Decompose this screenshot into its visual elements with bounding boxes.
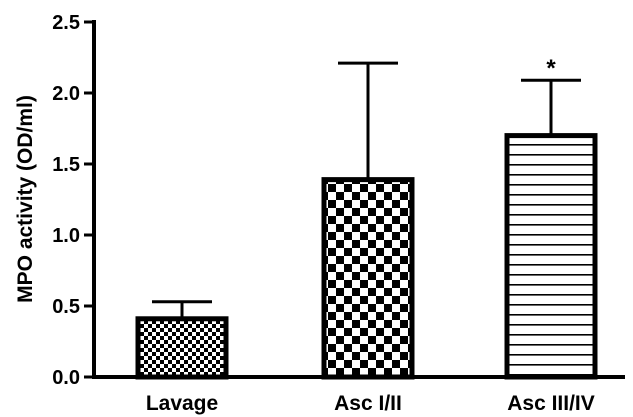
y-axis-title: MPO activity (OD/ml) bbox=[14, 95, 37, 303]
y-axis-ticks: 0.0 0.5 1.0 1.5 2.0 2.5 bbox=[52, 12, 94, 389]
y-tick-label: 0.5 bbox=[52, 296, 80, 318]
category-label-3: Asc III/IV bbox=[507, 392, 595, 415]
bar-1 bbox=[135, 316, 229, 380]
annotations: * bbox=[546, 55, 556, 82]
y-tick-label: 1.5 bbox=[52, 154, 80, 176]
category-label-1: Lavage bbox=[146, 392, 218, 415]
bar-2 bbox=[321, 177, 415, 380]
significance-marker: * bbox=[546, 55, 556, 82]
y-tick-label: 2.5 bbox=[52, 12, 80, 34]
category-label-2: Asc I/II bbox=[334, 392, 402, 415]
y-tick-label: 2.0 bbox=[52, 83, 80, 105]
y-tick-label: 1.0 bbox=[52, 225, 80, 247]
bar-3 bbox=[504, 133, 598, 380]
category-labels: Lavage Asc I/II Asc III/IV bbox=[146, 392, 595, 415]
y-tick-label: 0.0 bbox=[52, 367, 80, 389]
bars bbox=[135, 133, 598, 380]
error-bars bbox=[152, 61, 581, 319]
